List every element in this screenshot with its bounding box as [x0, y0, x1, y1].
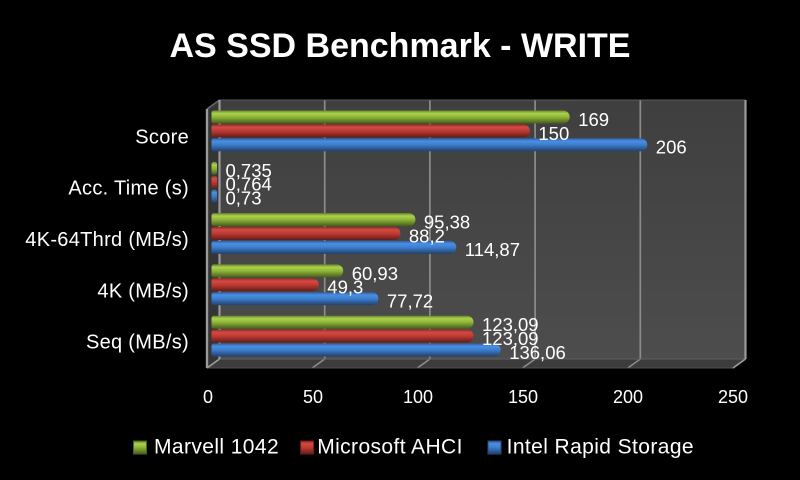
- svg-text:4K-64Thrd (MB/s): 4K-64Thrd (MB/s): [25, 229, 189, 251]
- svg-text:123,09: 123,09: [482, 328, 539, 349]
- svg-text:4K (MB/s): 4K (MB/s): [97, 280, 189, 302]
- svg-text:0: 0: [203, 387, 213, 407]
- svg-text:Seq (MB/s): Seq (MB/s): [86, 332, 189, 354]
- svg-text:150: 150: [508, 387, 538, 407]
- svg-text:100: 100: [403, 387, 433, 407]
- svg-text:206: 206: [656, 137, 687, 158]
- svg-text:Microsoft AHCI: Microsoft AHCI: [317, 436, 463, 459]
- svg-text:250: 250: [718, 387, 748, 407]
- svg-text:114,87: 114,87: [465, 239, 520, 260]
- svg-text:Marvell 1042: Marvell 1042: [154, 436, 279, 459]
- svg-text:50: 50: [303, 387, 323, 407]
- svg-text:Intel Rapid Storage: Intel Rapid Storage: [507, 436, 694, 459]
- svg-text:Score: Score: [135, 126, 189, 148]
- svg-text:0,73: 0,73: [226, 188, 262, 209]
- svg-text:150: 150: [538, 123, 569, 144]
- svg-text:60,93: 60,93: [352, 263, 398, 284]
- svg-text:200: 200: [613, 387, 643, 407]
- svg-text:0,764: 0,764: [226, 174, 272, 195]
- svg-text:Acc. Time (s): Acc. Time (s): [68, 178, 189, 200]
- svg-text:0,735: 0,735: [226, 160, 272, 181]
- svg-text:136,06: 136,06: [509, 342, 566, 363]
- svg-text:88,2: 88,2: [409, 225, 445, 246]
- svg-text:AS SSD Benchmark - WRITE: AS SSD Benchmark - WRITE: [170, 27, 631, 65]
- svg-text:169: 169: [578, 109, 609, 130]
- svg-text:77,72: 77,72: [387, 291, 433, 312]
- svg-text:123,09: 123,09: [482, 314, 539, 335]
- svg-text:95,38: 95,38: [424, 211, 470, 232]
- svg-text:49,3: 49,3: [327, 277, 363, 298]
